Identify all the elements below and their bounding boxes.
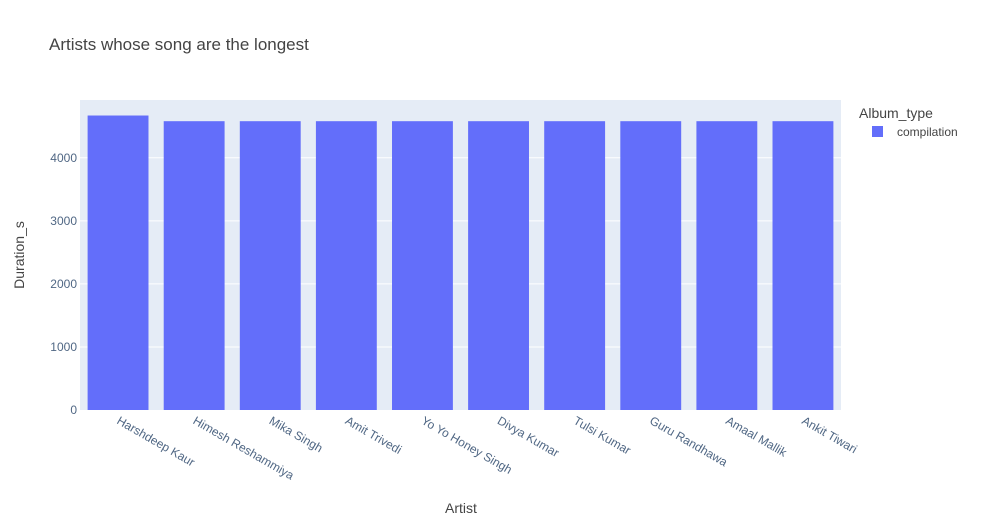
bar-tulsi-kumar[interactable] [544, 121, 606, 410]
bar-yo-yo-honey-singh[interactable] [392, 121, 453, 410]
bar-mika-singh[interactable] [239, 121, 301, 410]
bar-amaal-mallik[interactable] [696, 121, 758, 410]
y-tick-label: 3000 [50, 214, 77, 228]
bars [87, 115, 834, 411]
y-tick-label: 0 [70, 403, 77, 417]
y-tick-label: 2000 [50, 277, 77, 291]
x-axis-title: Artist [445, 500, 477, 516]
x-tick-label: Mika Singh [267, 413, 325, 455]
chart-title: Artists whose song are the longest [49, 35, 309, 54]
bar-divya-kumar[interactable] [468, 121, 529, 410]
y-tick-label: 4000 [50, 151, 77, 165]
bar-harshdeep-kaur[interactable] [87, 115, 149, 411]
legend-item[interactable]: compilation [872, 125, 958, 139]
bar-ankit-tiwari[interactable] [772, 121, 834, 410]
legend: Album_type compilation [859, 105, 958, 139]
y-tick-label: 1000 [50, 340, 77, 354]
bar-guru-randhawa[interactable] [620, 121, 682, 410]
bar-himesh-reshammiya[interactable] [163, 121, 225, 410]
y-axis-ticks: 0 1000 2000 3000 4000 [50, 151, 77, 417]
x-tick-label: Guru Randhawa [647, 413, 730, 469]
legend-swatch [872, 126, 883, 137]
x-tick-label: Amit Trivedi [343, 413, 404, 456]
x-tick-label: Tulsi Kumar [571, 413, 633, 457]
bar-amit-trivedi[interactable] [315, 121, 377, 410]
x-tick-label: Divya Kumar [495, 413, 561, 459]
y-axis-title: Duration_s [11, 221, 27, 289]
x-tick-label: Harshdeep Kaur [115, 413, 198, 469]
legend-title: Album_type [859, 105, 933, 121]
x-tick-label: Ankit Tiwari [799, 413, 859, 456]
x-tick-label: Amaal Mallik [723, 413, 790, 460]
legend-label: compilation [897, 125, 958, 139]
